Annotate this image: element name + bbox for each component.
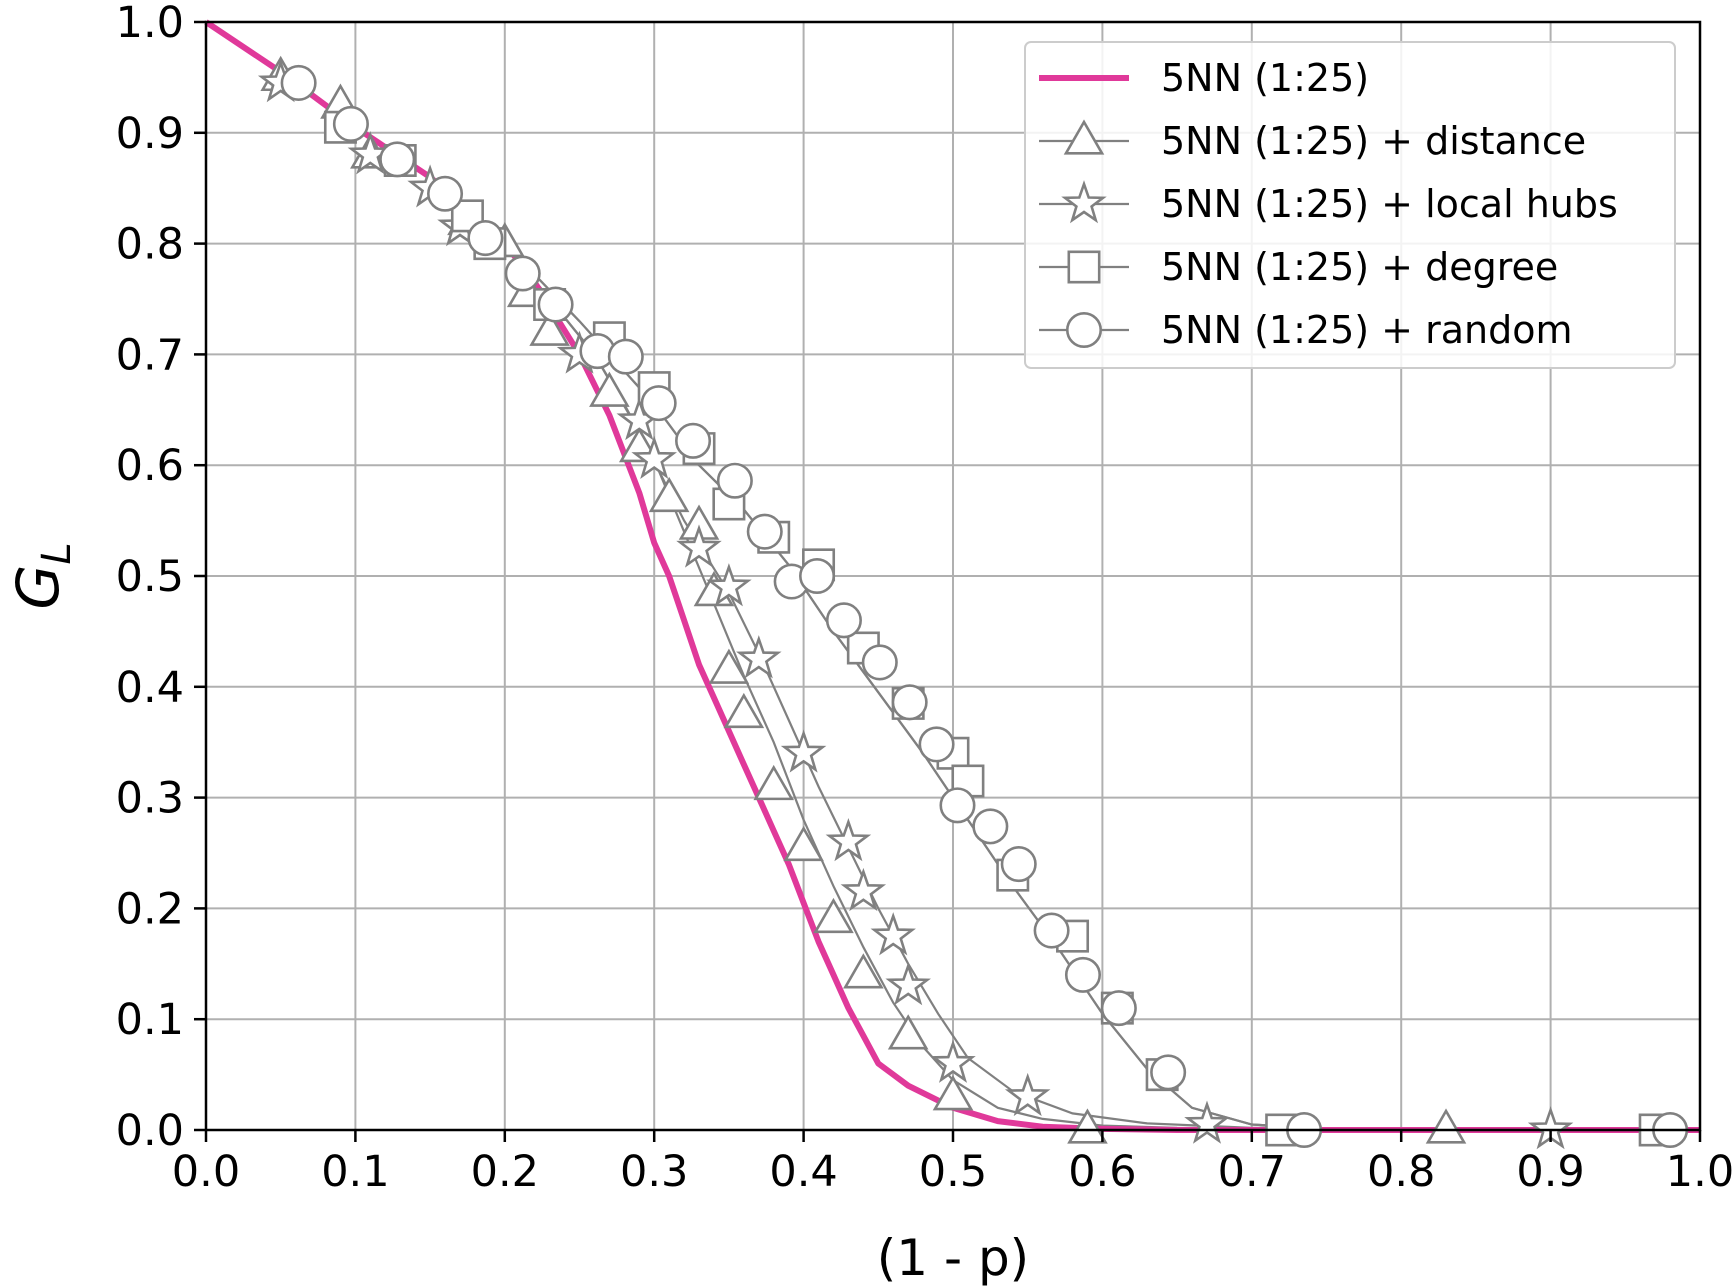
circle-marker [861,644,898,681]
x-tick-label: 0.0 [172,1147,240,1197]
star-marker [780,729,827,773]
legend: 5NN (1:25) 5NN (1:25) + distance 5NN (1:25… [1024,41,1676,369]
x-tick-label: 0.6 [1068,1147,1136,1197]
x-tick-label: 0.7 [1218,1147,1286,1197]
star-marker [631,435,677,480]
y-tick-label: 0.2 [116,884,184,934]
legend-circle-marker [1065,311,1103,349]
triangle-marker [887,1014,929,1050]
circle-marker [972,808,1009,845]
legend-label: 5NN (1:25) + random [1161,308,1572,352]
x-tick-label: 0.8 [1367,1147,1435,1197]
series-layer [204,19,1701,1150]
star-marker [885,962,931,1006]
y-tick-label: 0.5 [116,552,184,602]
legend-label: 5NN (1:25) + local hubs [1161,182,1618,226]
triangle-marker [1067,1108,1108,1144]
y-tick-label: 0.7 [116,330,184,380]
legend-label: 5NN (1:25) + degree [1161,245,1558,289]
x-tick-label: 0.2 [471,1147,539,1197]
star-marker [840,867,887,912]
circle-marker [504,255,541,292]
triangle-marker [648,476,690,513]
y-axis-label: GL [4,542,80,609]
x-tick-label: 0.3 [620,1147,688,1197]
legend-box [1024,41,1676,369]
legend-label: 5NN (1:25) [1161,56,1369,100]
y-tick-label: 0.4 [116,663,184,713]
triangle-marker [843,953,884,989]
legend-square-marker [1067,250,1101,284]
circle-marker [675,422,712,459]
x-tick-label: 0.5 [919,1147,987,1197]
circle-marker [1064,956,1101,993]
y-tick-label: 0.1 [116,995,184,1045]
circle-marker [825,602,862,639]
legend-triangle-marker [1063,119,1105,155]
triangle-marker [783,825,824,862]
star-marker [870,912,916,956]
star-marker [1184,1100,1230,1144]
triangle-marker [753,764,795,801]
y-tick-label: 1.0 [116,0,184,48]
y-tick-label: 0.9 [116,109,184,159]
triangle-marker [589,371,630,407]
star-marker [676,524,722,568]
circle-marker [918,726,955,763]
circle-marker [467,220,504,257]
legend-label: 5NN (1:25) + distance [1161,119,1586,163]
y-tick-label: 0.0 [116,1106,184,1156]
triangle-marker [1425,1108,1467,1144]
x-tick-label: 1.0 [1666,1147,1734,1197]
circle-marker [1100,990,1137,1027]
circle-marker [746,513,783,550]
y-tick-label: 0.6 [116,441,184,491]
y-axis-label-subscript: L [34,542,80,564]
circle-marker [716,462,753,499]
x-tick-label: 0.9 [1516,1147,1584,1197]
circle-marker [939,787,976,824]
circle-marker [607,338,644,375]
y-tick-label: 0.8 [116,220,184,270]
circle-marker [799,557,836,595]
star-marker [736,635,782,679]
x-tick-label: 0.1 [321,1147,389,1197]
circle-marker [280,64,317,101]
circle-marker [537,286,574,323]
star-marker [930,1039,976,1083]
circle-marker [427,175,464,212]
circle-marker [1033,912,1070,949]
triangle-marker [813,897,854,934]
circle-marker [379,141,416,178]
triangle-marker [932,1075,974,1111]
x-tick-label: 0.4 [769,1147,837,1197]
triangle-marker [529,310,570,346]
circle-marker [1000,846,1037,883]
star-marker [706,563,752,607]
ticks: 0.0 0.1 0.2 0.3 0.4 0.5 0.6 0.7 0.8 0.9 1.0 0.0 0.1 0… [116,0,1735,1197]
star-marker [1004,1072,1051,1117]
circle-marker [1150,1054,1187,1091]
legend-star-marker [1061,180,1107,224]
triangle-marker [723,692,765,729]
circle-marker [891,684,928,721]
triangle-marker [708,648,750,684]
y-tick-label: 0.3 [116,774,184,824]
plot-area [204,19,1701,1150]
circle-marker [332,105,369,142]
y-axis-label-main: G [4,565,72,610]
x-axis-label: (1 - p) [877,1229,1029,1287]
star-marker [825,818,872,862]
circle-marker [640,385,677,422]
